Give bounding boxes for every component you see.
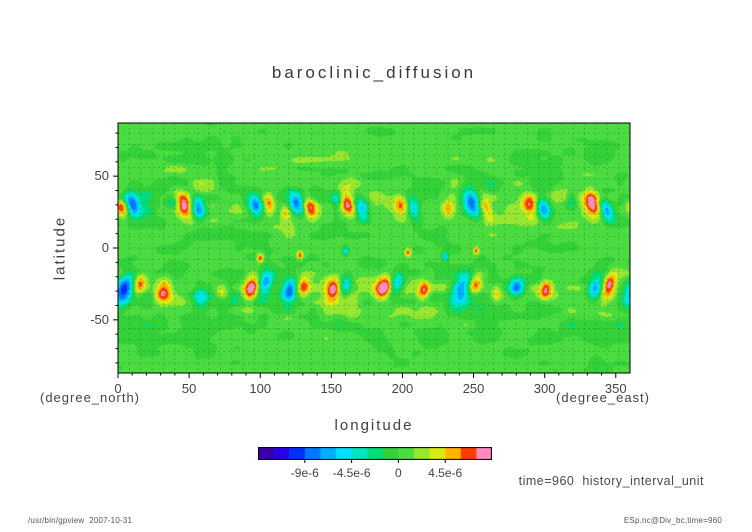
x-axis-unit: (degree_east) [556, 390, 650, 405]
y-axis-unit: (degree_north) [40, 390, 140, 405]
footer-command-line: /usr/bin/gpview 2007-10-31 [28, 516, 133, 525]
plot-title: baroclinic_diffusion [271, 63, 477, 82]
colorbar-tick-label: 0 [395, 466, 402, 480]
x-tick-label: 150 [320, 381, 343, 396]
x-tick-label: 0 [114, 381, 122, 396]
x-tick-label: 250 [462, 381, 485, 396]
x-tick-label: 350 [604, 381, 627, 396]
colorbar-tick-label: -4.5e-6 [332, 466, 371, 480]
x-axis-label: longitude [334, 417, 414, 434]
colorbar-tick-label: -9e-6 [290, 466, 319, 480]
x-tick-label: 50 [181, 381, 197, 396]
y-tick-label: 0 [101, 240, 109, 255]
x-tick-label: 300 [533, 381, 556, 396]
heatmap-canvas [118, 123, 630, 373]
y-tick-label: -50 [90, 311, 109, 327]
y-tick-label: 50 [94, 168, 109, 184]
time-annotation: time=960 history_interval_unit [518, 474, 704, 488]
colorbar [258, 447, 492, 460]
x-tick-label: 100 [249, 381, 272, 396]
colorbar-ticks [304, 460, 446, 463]
colorbar-tick-label: 4.5e-6 [428, 466, 463, 480]
x-tick-label: 200 [391, 381, 414, 396]
footer-dataset-label: ESp.nc@Div_bc,time=960 [623, 516, 722, 525]
y-axis-label: latitude [51, 215, 69, 281]
